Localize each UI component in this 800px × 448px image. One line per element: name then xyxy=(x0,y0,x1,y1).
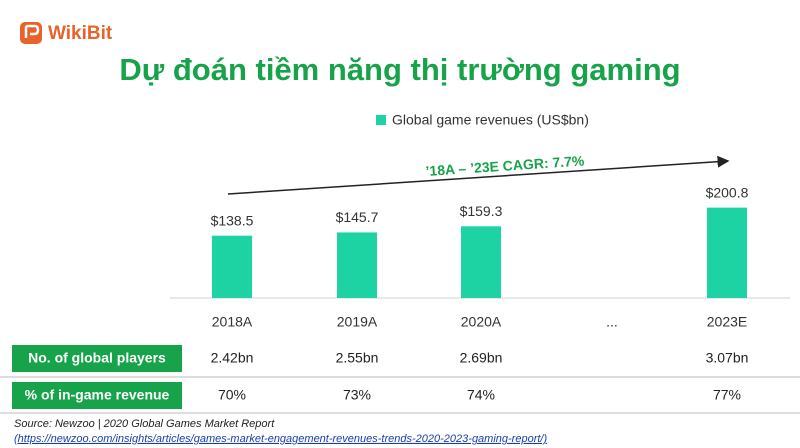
bar xyxy=(212,235,252,298)
table-cell: 70% xyxy=(218,387,246,403)
x-tick-label: 2019A xyxy=(337,314,378,330)
slide-title: Dự đoán tiềm năng thị trường gaming xyxy=(119,52,680,87)
table-cell: 2.69bn xyxy=(460,350,503,366)
bar xyxy=(707,207,747,298)
source-link[interactable]: (https://newzoo.com/insights/articles/ga… xyxy=(14,433,547,445)
value-label: $200.8 xyxy=(706,184,749,200)
cagr-arrow xyxy=(227,155,730,195)
source-text: Source: Newzoo | 2020 Global Games Marke… xyxy=(14,418,275,430)
x-tick-label: ... xyxy=(606,314,618,330)
bar xyxy=(461,226,501,298)
x-tick-label: 2020A xyxy=(461,314,502,330)
row-label: No. of global players xyxy=(28,350,166,366)
table-cell: 3.07bn xyxy=(706,350,749,366)
table-cell: 77% xyxy=(713,387,741,403)
value-label: $145.7 xyxy=(336,209,379,225)
value-label: $138.5 xyxy=(211,212,254,228)
row-label-bg xyxy=(12,382,182,409)
row-label-bg xyxy=(12,345,182,372)
table-cell: 73% xyxy=(343,387,371,403)
table-cell: 74% xyxy=(467,387,495,403)
table-cell: 2.42bn xyxy=(211,350,254,366)
logo-text: WikiBit xyxy=(48,23,113,44)
legend-swatch xyxy=(376,115,386,125)
x-tick-label: 2018A xyxy=(212,314,253,330)
x-tick-label: 2023E xyxy=(707,314,747,330)
bar xyxy=(337,232,377,298)
value-label: $159.3 xyxy=(460,203,503,219)
table-cell: 2.55bn xyxy=(336,350,379,366)
legend-label: Global game revenues (US$bn) xyxy=(392,112,589,128)
row-label: % of in-game revenue xyxy=(25,387,170,403)
